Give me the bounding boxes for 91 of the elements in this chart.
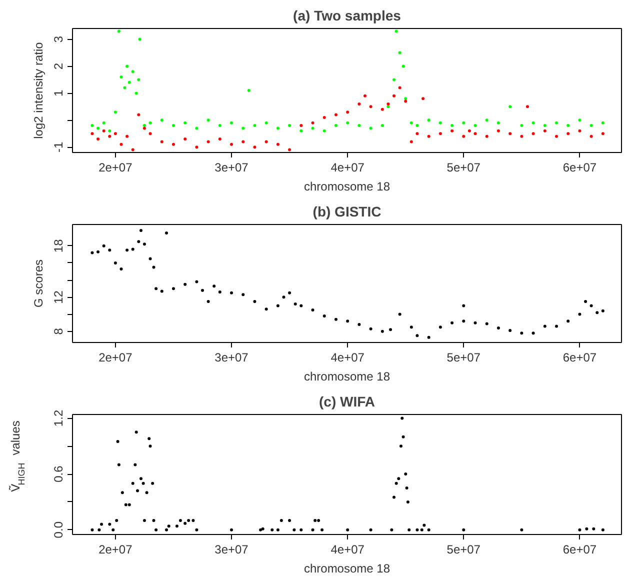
point [543,129,546,132]
point [392,94,396,98]
point [462,134,466,138]
point [410,140,413,144]
x-tick-label: 6e+07 [562,160,597,174]
x-tick-label: 5e+07 [446,542,481,556]
point [474,132,477,136]
point [404,100,408,103]
chart-title: (c) WIFA [319,394,376,410]
point [346,110,350,114]
chart-title: (a) Two samples [293,8,402,24]
point [322,116,326,119]
point [566,132,570,136]
point [496,129,500,132]
point [416,132,419,136]
point [555,134,558,138]
point [590,134,593,138]
point [264,140,268,144]
x-tick-label: 5e+07 [446,160,481,174]
point [131,148,134,152]
point [300,124,303,128]
x-tick-label: 6e+07 [562,350,597,364]
point [114,132,117,136]
y-tick-label: 0.0 [52,521,66,538]
point [160,140,164,144]
point [218,138,222,141]
point [386,102,390,106]
point [380,108,384,111]
point [195,146,198,149]
x-axis-title: chromosome 18 [304,180,390,194]
point [206,140,210,144]
x-tick-label: 6e+07 [562,542,597,556]
x-tick-label: 2e+07 [98,160,133,174]
y-tick-label: 1.2 [52,410,66,427]
x-tick-label: 3e+07 [214,542,249,556]
y-tick-label: 3 [52,36,66,43]
point [148,132,152,136]
point [253,146,256,149]
chart-title: (b) GISTIC [312,204,382,220]
y-axis-title: ṼHIGH values [8,420,26,492]
y-tick-label: 8 [52,328,66,335]
point [358,102,361,106]
point [422,97,425,100]
point [137,113,140,116]
point [526,105,529,108]
point [369,105,372,108]
point [334,113,338,116]
point [96,138,100,141]
point [184,138,187,141]
point [520,134,524,138]
point [398,86,402,90]
point [230,142,234,146]
point [126,134,129,138]
y-tick-label: 12 [52,290,66,304]
x-tick-label: 4e+07 [330,542,365,556]
y-tick-label: -1 [52,141,66,152]
point [276,142,280,146]
point [108,134,112,138]
x-tick-label: 4e+07 [330,350,365,364]
point [508,132,512,136]
x-tick-label: 4e+07 [330,160,365,174]
y-axis-title: log2 intensity ratio [32,42,46,139]
point [102,129,106,132]
point [450,129,454,132]
x-tick-label: 3e+07 [214,350,249,364]
point [242,140,245,144]
point [172,142,175,146]
point [578,129,582,132]
point [120,142,123,146]
point [601,132,604,136]
point [438,132,442,136]
x-tick-label: 3e+07 [214,160,249,174]
x-axis-title: chromosome 18 [304,562,390,576]
point [427,134,430,138]
point [485,134,488,138]
x-tick-label: 5e+07 [446,350,481,364]
point [532,132,535,136]
y-tick-label: 0.6 [52,465,66,482]
x-axis-title: chromosome 18 [304,370,390,384]
y-tick-label: 18 [52,238,66,253]
y-tick-label: 2 [52,62,66,70]
point [311,121,314,124]
point [363,94,366,98]
y-axis-title: G scores [32,259,46,308]
point [142,126,146,130]
x-tick-label: 2e+07 [98,350,133,364]
point [468,129,471,132]
y-tick-label: 1 [52,90,66,97]
point [90,132,94,136]
x-tick-label: 2e+07 [98,542,133,556]
point [288,148,292,152]
